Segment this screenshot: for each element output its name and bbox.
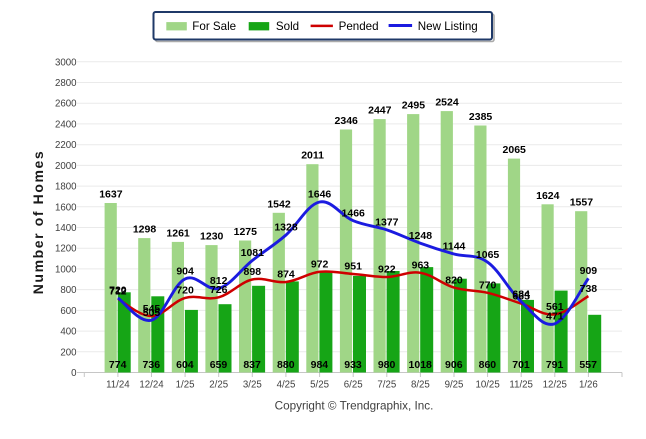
svg-text:659: 659: [210, 359, 228, 371]
svg-text:701: 701: [512, 359, 530, 371]
svg-text:200: 200: [60, 347, 77, 358]
svg-text:400: 400: [60, 327, 77, 338]
svg-text:1466: 1466: [342, 207, 366, 219]
svg-text:880: 880: [277, 359, 295, 371]
svg-text:3000: 3000: [55, 57, 77, 68]
svg-text:10/25: 10/25: [475, 380, 499, 391]
svg-text:726: 726: [210, 284, 228, 296]
svg-text:665: 665: [512, 290, 530, 302]
svg-text:1557: 1557: [570, 197, 594, 209]
svg-text:1328: 1328: [274, 222, 298, 234]
svg-text:922: 922: [378, 264, 396, 276]
svg-text:557: 557: [579, 359, 597, 371]
svg-text:9/25: 9/25: [445, 380, 464, 391]
svg-text:1400: 1400: [55, 223, 77, 234]
svg-text:933: 933: [344, 359, 362, 371]
svg-text:12/25: 12/25: [543, 380, 567, 391]
svg-text:600: 600: [60, 306, 77, 317]
svg-text:1261: 1261: [166, 227, 190, 239]
svg-text:898: 898: [244, 266, 262, 278]
svg-text:909: 909: [580, 265, 598, 277]
svg-text:1646: 1646: [308, 189, 332, 201]
svg-text:604: 604: [176, 359, 194, 371]
svg-text:1637: 1637: [99, 189, 123, 201]
svg-text:1624: 1624: [536, 190, 560, 202]
svg-text:471: 471: [546, 310, 564, 322]
svg-text:2495: 2495: [402, 100, 426, 112]
svg-text:7/25: 7/25: [377, 380, 396, 391]
svg-text:1377: 1377: [375, 217, 399, 229]
svg-text:874: 874: [277, 269, 295, 281]
svg-text:2000: 2000: [55, 161, 77, 172]
svg-text:545: 545: [143, 303, 161, 315]
svg-text:791: 791: [546, 359, 564, 371]
svg-text:1065: 1065: [476, 249, 500, 261]
svg-text:561: 561: [546, 301, 564, 313]
svg-text:800: 800: [60, 285, 77, 296]
svg-text:1542: 1542: [267, 198, 291, 210]
svg-text:12/24: 12/24: [139, 380, 164, 391]
svg-text:712: 712: [109, 286, 127, 298]
svg-text:2524: 2524: [435, 97, 459, 109]
svg-text:738: 738: [580, 283, 598, 295]
svg-text:906: 906: [445, 359, 463, 371]
svg-text:3/25: 3/25: [243, 380, 262, 391]
svg-text:860: 860: [479, 359, 497, 371]
svg-text:For Sale: For Sale: [192, 20, 236, 33]
svg-text:1248: 1248: [409, 230, 433, 242]
svg-text:2800: 2800: [55, 78, 77, 89]
svg-text:684: 684: [512, 288, 530, 300]
svg-text:812: 812: [210, 275, 228, 287]
svg-text:980: 980: [378, 359, 396, 371]
svg-text:5/25: 5/25: [310, 380, 329, 391]
svg-text:1600: 1600: [55, 202, 77, 213]
svg-text:Sold: Sold: [276, 20, 299, 33]
svg-text:1200: 1200: [55, 244, 77, 255]
svg-text:1230: 1230: [200, 231, 224, 243]
svg-text:1800: 1800: [55, 182, 77, 193]
svg-text:4/25: 4/25: [277, 380, 296, 391]
svg-text:720: 720: [176, 285, 194, 297]
svg-text:2011: 2011: [301, 150, 324, 162]
svg-text:11/25: 11/25: [509, 380, 533, 391]
svg-text:New Listing: New Listing: [418, 20, 478, 33]
svg-text:963: 963: [412, 260, 430, 272]
svg-text:837: 837: [243, 359, 261, 371]
svg-text:774: 774: [109, 359, 127, 371]
svg-text:1275: 1275: [234, 226, 258, 238]
svg-text:736: 736: [143, 359, 161, 371]
svg-text:1144: 1144: [443, 241, 466, 253]
svg-text:904: 904: [176, 266, 194, 278]
svg-text:770: 770: [479, 280, 497, 292]
svg-text:984: 984: [311, 359, 329, 371]
svg-text:1018: 1018: [409, 359, 433, 371]
svg-text:2/25: 2/25: [209, 380, 228, 391]
svg-text:2600: 2600: [55, 99, 77, 110]
svg-text:2200: 2200: [55, 140, 77, 151]
svg-text:820: 820: [445, 274, 463, 286]
svg-text:2447: 2447: [368, 105, 392, 117]
svg-text:1000: 1000: [55, 264, 77, 275]
svg-text:2346: 2346: [335, 115, 359, 127]
svg-text:Copyright © Trendgraphix, Inc.: Copyright © Trendgraphix, Inc.: [275, 400, 434, 413]
svg-text:Pended: Pended: [339, 20, 379, 33]
svg-text:972: 972: [311, 259, 329, 271]
svg-text:0: 0: [71, 368, 77, 379]
svg-text:11/24: 11/24: [106, 380, 130, 391]
svg-text:2065: 2065: [503, 144, 527, 156]
svg-text:8/25: 8/25: [411, 380, 430, 391]
svg-text:6/25: 6/25: [344, 380, 363, 391]
svg-text:951: 951: [344, 261, 362, 273]
svg-text:1298: 1298: [133, 224, 157, 236]
svg-text:720: 720: [109, 285, 127, 297]
svg-text:Number of Homes: Number of Homes: [30, 150, 46, 295]
svg-text:2400: 2400: [55, 119, 77, 130]
svg-text:1081: 1081: [241, 247, 265, 259]
svg-text:1/25: 1/25: [176, 380, 195, 391]
svg-text:505: 505: [143, 307, 161, 319]
svg-text:1/26: 1/26: [579, 380, 598, 391]
svg-text:2385: 2385: [469, 111, 493, 123]
